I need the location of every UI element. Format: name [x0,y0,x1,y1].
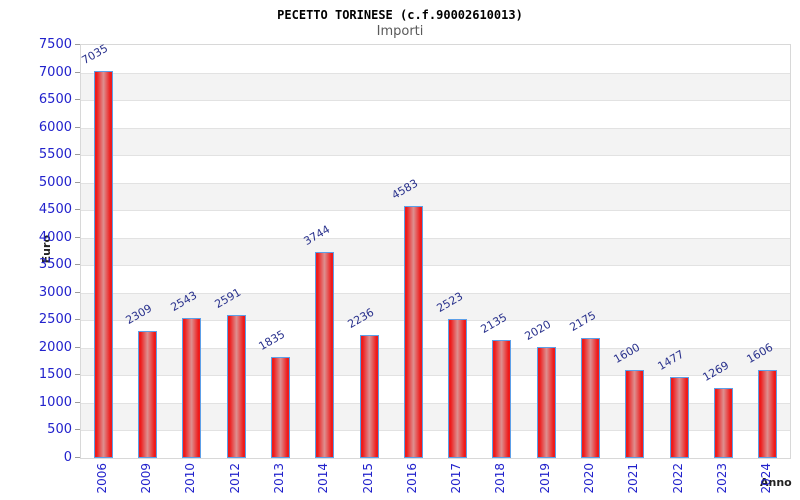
y-tick-label: 3000 [38,284,72,300]
y-tick-label: 6500 [38,92,72,108]
bar [669,376,689,458]
gridline [81,320,790,322]
y-tick-mark [75,44,80,45]
x-tick-label: 2013 [271,463,286,494]
y-tick-label: 0 [63,450,72,465]
bar [137,330,157,458]
bar [93,70,113,458]
x-tick-label: 2016 [404,463,419,494]
bar [315,251,335,458]
y-tick-mark [75,209,80,211]
gridline [81,237,790,239]
gridline [81,265,790,267]
y-tick-mark [75,401,80,403]
gridline [81,182,790,184]
x-tick-label: 2018 [493,463,508,494]
gridline [81,155,790,157]
y-tick-mark [75,264,80,266]
gridline [81,375,790,377]
x-tick-label: 2021 [626,463,641,494]
x-tick-label: 2014 [316,463,331,494]
grid-band [81,155,790,184]
plot-area: 7035 2309 2543 2591 1835 3744 2236 4583 2523 2135… [80,41,791,459]
bar [758,369,778,458]
x-tick-label: 2010 [183,463,198,494]
y-tick-mark [75,154,80,156]
x-tick-label: 2009 [138,463,153,494]
y-tick-mark [75,99,80,101]
bar [359,334,379,458]
gridline [81,127,790,129]
bar [581,338,601,458]
y-tick-mark [75,236,80,238]
x-tick-label: 2006 [94,463,109,494]
y-tick-label: 5000 [38,174,72,190]
grid-band [81,45,790,74]
y-tick-mark [75,291,80,293]
bar [536,346,556,458]
x-tick-label: 2012 [227,463,242,494]
x-tick-label: 2023 [715,463,730,494]
y-tick-mark [75,181,80,183]
y-tick-label: 5500 [38,147,72,163]
gridline [81,210,790,212]
gridline [81,292,790,294]
y-tick-label: 500 [47,422,72,438]
grid-band [81,127,790,156]
bar [270,356,290,458]
chart-title: PECETTO TORINESE (c.f.90002610013) [277,8,523,22]
grid-band [81,100,790,129]
gridline [81,100,790,102]
bar [226,315,246,458]
y-tick-mark [75,429,80,431]
gridline [81,347,790,349]
x-tick-label: 2019 [537,463,552,494]
gridline [81,402,790,404]
bar [403,205,423,458]
y-tick-label: 2500 [38,312,72,328]
y-tick-label: 6000 [38,119,72,135]
y-tick-mark [75,126,80,128]
chart-subtitle: Importi [376,24,424,39]
y-tick-label: 3500 [38,257,72,273]
y-tick-mark [75,346,80,348]
x-axis-title: Anno [760,476,792,489]
grid-band [81,292,790,321]
grid-band [81,265,790,294]
x-tick-label: 2022 [670,463,685,494]
bar [492,340,512,458]
x-tick-label: 2024 [759,463,774,494]
y-tick-label: 4000 [38,229,72,245]
bar [714,388,734,458]
y-tick-mark [75,319,80,321]
bar [448,319,468,458]
y-tick-mark [75,374,80,376]
grid-band [81,182,790,211]
gridline [81,72,790,74]
grid-band [81,72,790,101]
grid-band [81,210,790,239]
y-tick-label: 7000 [38,64,72,80]
grid-band [81,237,790,266]
y-tick-label: 4500 [38,202,72,218]
bar [182,317,202,458]
y-tick-label: 7500 [38,37,72,52]
x-tick-label: 2017 [449,463,464,494]
y-tick-label: 2000 [38,339,72,355]
y-tick-label: 1000 [38,394,72,410]
y-tick-mark [75,71,80,73]
x-tick-label: 2020 [582,463,597,494]
gridline [81,430,790,432]
y-tick-mark [75,457,80,458]
bar [625,369,645,458]
y-tick-label: 1500 [38,367,72,383]
x-tick-label: 2015 [360,463,375,494]
